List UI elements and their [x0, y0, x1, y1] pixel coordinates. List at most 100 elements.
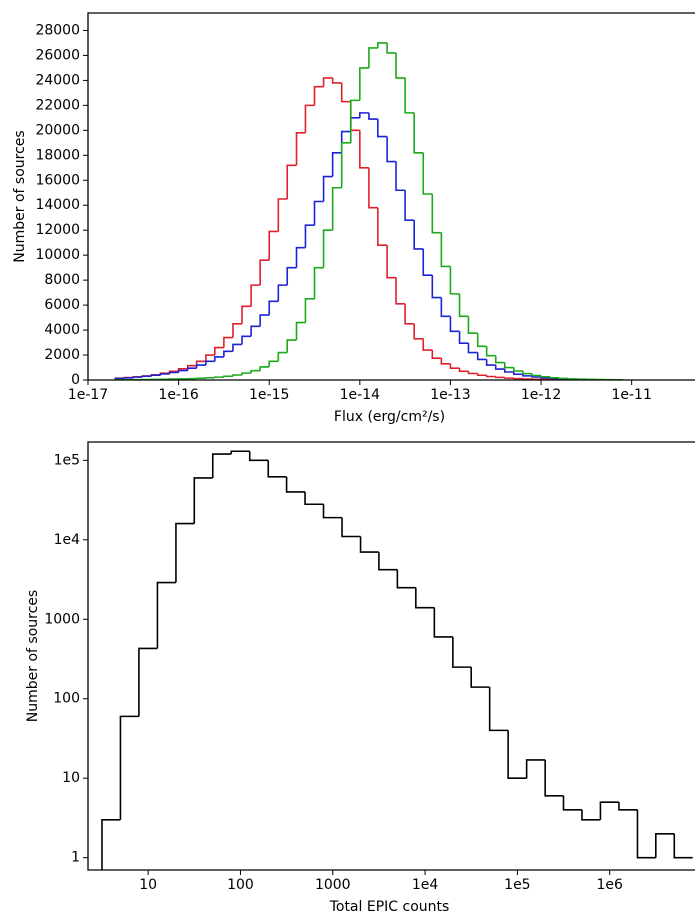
histogram-step	[395, 52, 406, 79]
histogram-step	[285, 476, 306, 493]
histogram-step	[368, 47, 378, 68]
histogram-step	[476, 333, 487, 348]
histogram-step	[377, 207, 388, 246]
histogram-step	[304, 104, 315, 133]
histogram-step	[259, 366, 270, 371]
histogram-step	[123, 377, 134, 379]
histogram-step	[525, 759, 546, 779]
histogram-step	[494, 376, 505, 379]
y-tick-label: 6000	[44, 297, 80, 313]
y-tick-label: 4000	[44, 322, 80, 338]
histogram-step	[322, 229, 333, 268]
y-tick-label: 1e4	[54, 532, 81, 548]
histogram-step	[413, 323, 424, 340]
histogram-step	[295, 246, 306, 268]
x-axis-label: Total EPIC counts	[329, 899, 450, 915]
histogram-step	[268, 230, 279, 261]
y-tick-label: 100	[53, 691, 80, 707]
histogram-step	[581, 809, 601, 821]
histogram-step	[488, 687, 509, 732]
histogram-step	[349, 117, 360, 132]
x-tick-label: 1e-14	[340, 387, 380, 403]
histogram-step	[223, 350, 233, 357]
histogram-step	[431, 350, 442, 359]
y-tick-label: 8000	[44, 272, 80, 288]
histogram-step	[395, 277, 406, 305]
histogram-step	[295, 132, 306, 166]
histogram-step	[331, 152, 342, 177]
histogram-step	[195, 360, 206, 366]
histogram-step	[422, 338, 433, 351]
histogram-step	[431, 194, 442, 234]
histogram-step	[168, 371, 179, 375]
histogram-step	[295, 321, 306, 341]
histogram-step	[476, 373, 487, 377]
y-tick-label: 1000	[44, 611, 80, 627]
histogram-step	[359, 67, 369, 101]
histogram-step	[286, 164, 297, 199]
y-axis-label: Number of sources	[25, 590, 41, 722]
histogram-step	[467, 343, 478, 354]
histogram-step	[277, 198, 288, 232]
histogram-step	[313, 200, 324, 226]
histogram-step	[186, 367, 197, 371]
y-tick-label: 24000	[35, 72, 80, 88]
y-tick-label: 26000	[35, 47, 80, 63]
histogram-step	[304, 298, 315, 323]
histogram-step	[549, 376, 560, 379]
x-tick-label: 1e5	[504, 877, 530, 893]
histogram-step	[349, 101, 360, 132]
histogram-step	[368, 167, 378, 209]
histogram-step	[485, 359, 496, 366]
histogram-step	[359, 112, 369, 118]
histogram-step	[119, 715, 139, 820]
y-tick-label: 18000	[35, 147, 80, 163]
histogram-step	[485, 375, 496, 378]
histogram-step	[368, 112, 378, 120]
x-tick-label: 1e-13	[430, 387, 470, 403]
histogram-step	[205, 360, 215, 366]
histogram-step	[230, 450, 250, 455]
histogram-step	[540, 375, 551, 378]
histogram-step	[476, 352, 487, 361]
histogram-step	[340, 82, 351, 103]
y-axis-label: Number of sources	[12, 130, 28, 262]
y-tick-label: 0	[71, 372, 80, 388]
histogram-step	[655, 832, 675, 858]
histogram-step	[141, 375, 152, 378]
histogram-step	[286, 266, 297, 286]
y-tick-label: 16000	[35, 172, 80, 188]
histogram-step	[322, 504, 343, 519]
y-tick-label: 22000	[35, 97, 80, 113]
y-tick-label: 1	[71, 850, 80, 866]
x-tick-label: 1e-17	[68, 387, 108, 403]
histogram-step	[241, 305, 252, 324]
histogram-step	[377, 42, 388, 48]
histogram-step	[205, 354, 215, 362]
histogram-step	[558, 377, 569, 380]
histogram-step	[562, 795, 582, 811]
histogram-step	[359, 536, 379, 553]
x-tick-label: 100	[227, 877, 254, 893]
y-tick-label: 2000	[44, 347, 80, 363]
y-tick-label: 10	[62, 770, 80, 786]
histogram-step	[248, 451, 269, 462]
histogram-step	[395, 161, 406, 192]
histogram-step	[396, 569, 416, 589]
histogram-step	[331, 186, 342, 231]
histogram-step	[232, 374, 243, 377]
histogram-step	[386, 42, 397, 54]
histogram-step	[422, 152, 433, 195]
histogram-step	[214, 376, 224, 378]
histogram-step	[175, 522, 195, 583]
histogram-step	[304, 491, 324, 506]
histogram-step	[159, 373, 170, 376]
histogram-step	[449, 266, 460, 295]
histogram-step	[250, 369, 261, 374]
y-tick-label: 1e5	[54, 452, 80, 468]
histogram-step	[340, 142, 351, 188]
histogram-step	[277, 351, 288, 362]
histogram-step	[386, 245, 397, 279]
histogram-step	[522, 374, 532, 377]
histogram-step	[132, 376, 143, 378]
